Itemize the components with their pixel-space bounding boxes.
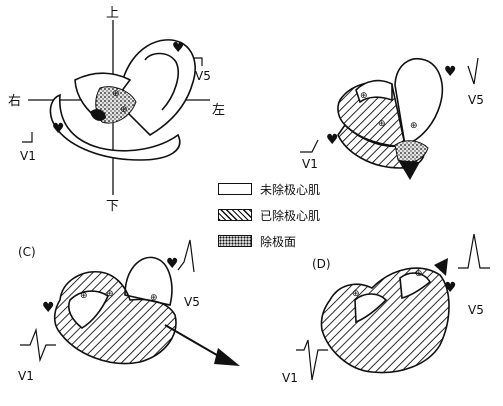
legend-swatch-dotted	[218, 235, 252, 247]
heart-b	[337, 58, 444, 169]
axis-left-label: 右	[8, 94, 21, 109]
axis-up-label: 上	[106, 6, 119, 21]
vector-arrowhead-c	[214, 348, 240, 366]
electrode-v1-b: ♥	[326, 132, 339, 148]
lead-v5-label-d: V5	[468, 303, 484, 317]
legend-item-front: 除极面	[218, 228, 368, 254]
legend-label-depolarized: 已除极心肌	[260, 208, 321, 223]
svg-text:⊕: ⊕	[410, 121, 418, 131]
panel-a: 上 下 右 左 ⊕ ⊕ ♥ V5 ♥ V1	[8, 6, 225, 214]
legend-item-depolarized: 已除极心肌	[218, 202, 368, 228]
legend: 未除极心肌 已除极心肌 除极面	[218, 176, 368, 254]
panel-b: ⊕ ⊕ ⊕ ♥ V5 ♥ V1	[300, 57, 484, 180]
panel-c: (C) ⊕ ⊕ ⊕ ♥ V5 ♥ V1	[18, 239, 240, 383]
legend-item-undepolarized: 未除极心肌	[218, 176, 368, 202]
svg-text:⊕: ⊕	[415, 269, 423, 279]
svg-text:⊕: ⊕	[112, 89, 120, 99]
electrode-v5-b: ♥	[444, 64, 457, 80]
svg-text:⊕: ⊕	[106, 289, 114, 299]
legend-swatch-plain	[218, 183, 252, 195]
electrode-v1-c: ♥	[42, 300, 55, 316]
svg-text:⊕: ⊕	[360, 91, 368, 101]
depolarization-front-a	[95, 86, 137, 124]
electrode-v5-c: ♥	[166, 256, 179, 272]
svg-text:⊕: ⊕	[378, 119, 386, 129]
svg-text:⊕: ⊕	[352, 289, 360, 299]
heart-c	[53, 256, 177, 365]
panel-d: (D) ⊕ ⊕ ⊕ ♥ V5 V1	[282, 233, 490, 385]
electrode-v5-d: ♥	[444, 280, 457, 296]
lead-v5-label-c: V5	[184, 295, 200, 309]
electrode-v5-a: ♥	[172, 40, 185, 56]
legend-label-undepolarized: 未除极心肌	[260, 182, 321, 197]
lead-v5-label-a: V5	[195, 69, 211, 83]
svg-text:⊕: ⊕	[150, 293, 158, 303]
lead-v1-label-d: V1	[282, 371, 298, 385]
legend-swatch-hatched	[218, 209, 252, 221]
panel-d-label: (D)	[312, 257, 331, 271]
axis-right-label: 左	[212, 103, 225, 118]
lead-v1-label-a: V1	[20, 149, 36, 163]
electrode-v1-a: ♥	[52, 121, 65, 137]
depolarization-vector-c	[164, 324, 223, 359]
svg-text:⊕: ⊕	[120, 105, 128, 115]
svg-text:⊕: ⊕	[80, 291, 88, 301]
lead-v5-label-b: V5	[468, 93, 484, 107]
lead-v1-label-c: V1	[18, 369, 34, 383]
heart-d	[320, 267, 450, 374]
lead-v1-label-b: V1	[302, 157, 318, 171]
axis-down-label: 下	[106, 199, 119, 214]
legend-label-front: 除极面	[260, 234, 297, 249]
panel-c-label: (C)	[18, 245, 36, 259]
